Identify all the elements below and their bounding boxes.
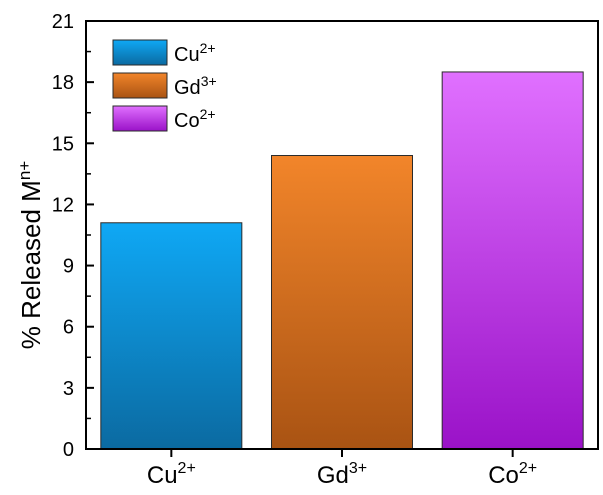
- legend-label-co-base: Co: [174, 110, 200, 132]
- y-tick-label: 12: [52, 194, 74, 216]
- legend-label-gd-base: Gd: [174, 77, 201, 99]
- y-tick-label: 21: [52, 11, 74, 33]
- legend-label-gd-sup: 3+: [201, 73, 217, 89]
- x-tick-label-co-sup: 2+: [519, 460, 537, 477]
- legend-label-cu-sup: 2+: [200, 40, 216, 56]
- x-axis: Cu2+ Gd3+ Co2+: [147, 449, 537, 489]
- x-tick-label-gd-sup: 3+: [349, 460, 367, 477]
- y-axis: 0 3 6 9 12 15 18 21: [52, 11, 94, 461]
- legend-swatch-cu: [112, 39, 168, 66]
- legend: Cu2+Gd3+Co2+: [112, 39, 217, 132]
- legend-label-gd: Gd3+: [174, 73, 217, 99]
- x-tick-label-gd: Gd3+: [317, 460, 367, 489]
- y-tick-label: 0: [63, 439, 74, 461]
- x-tick-label-gd-base: Gd: [317, 462, 349, 489]
- x-tick-label-cu-sup: 2+: [178, 460, 196, 477]
- bar-gd: [271, 155, 413, 450]
- x-tick-label-cu: Cu2+: [147, 460, 196, 489]
- legend-swatch-gd: [112, 72, 168, 99]
- x-tick-label-co: Co2+: [488, 460, 537, 489]
- bar-cu: [100, 222, 243, 450]
- legend-label-co-sup: 2+: [200, 106, 216, 122]
- y-tick-label: 15: [52, 133, 74, 155]
- x-tick-label-co-base: Co: [488, 462, 519, 489]
- y-axis-title-sup: n+: [15, 161, 34, 180]
- x-tick-label-cu-base: Cu: [147, 462, 178, 489]
- bars-layer: [100, 71, 584, 450]
- y-tick-label: 9: [63, 256, 74, 278]
- y-tick-label: 3: [63, 378, 74, 400]
- legend-label-cu-base: Cu: [174, 44, 200, 66]
- legend-label-co: Co2+: [174, 106, 216, 132]
- plot-frame: [85, 20, 599, 450]
- y-axis-title: % Released Mn+: [15, 161, 46, 350]
- legend-swatch-co: [112, 105, 168, 132]
- y-tick-label: 18: [52, 72, 74, 94]
- y-tick-label: 6: [63, 317, 74, 339]
- legend-label-cu: Cu2+: [174, 40, 216, 66]
- y-axis-title-base: % Released M: [16, 180, 46, 349]
- bar-co: [441, 71, 584, 450]
